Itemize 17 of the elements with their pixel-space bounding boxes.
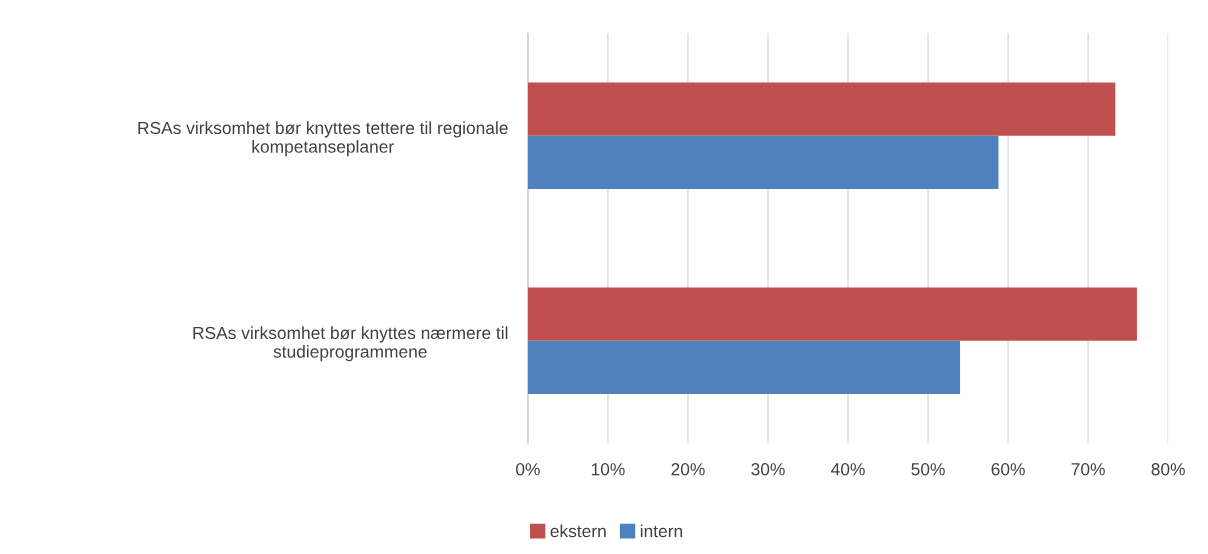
x-tick-label: 70% xyxy=(1071,463,1105,476)
x-tick-label: 10% xyxy=(591,463,625,476)
y-tick-label: RSAs virksomhet bør knyttes tettere til regionale kompetanseplaner xyxy=(138,121,508,157)
bar xyxy=(527,287,1137,341)
x-tick-label: 30% xyxy=(751,463,785,476)
x-tick-label: 20% xyxy=(671,463,705,476)
bar xyxy=(527,82,1116,136)
x-tick-label: 40% xyxy=(831,463,865,476)
x-tick-label: 0% xyxy=(516,463,540,476)
x-tick-label: 60% xyxy=(991,463,1025,476)
bar xyxy=(527,135,999,190)
legend-label: ekstern xyxy=(550,524,606,538)
x-tick-label: 50% xyxy=(911,463,945,476)
bar xyxy=(527,340,961,394)
x-tick-label: 80% xyxy=(1151,463,1185,476)
legend-label: intern xyxy=(640,524,683,538)
y-tick-label: RSAs virksomhet bør knyttes nærmere til studieprogrammene xyxy=(193,326,508,362)
